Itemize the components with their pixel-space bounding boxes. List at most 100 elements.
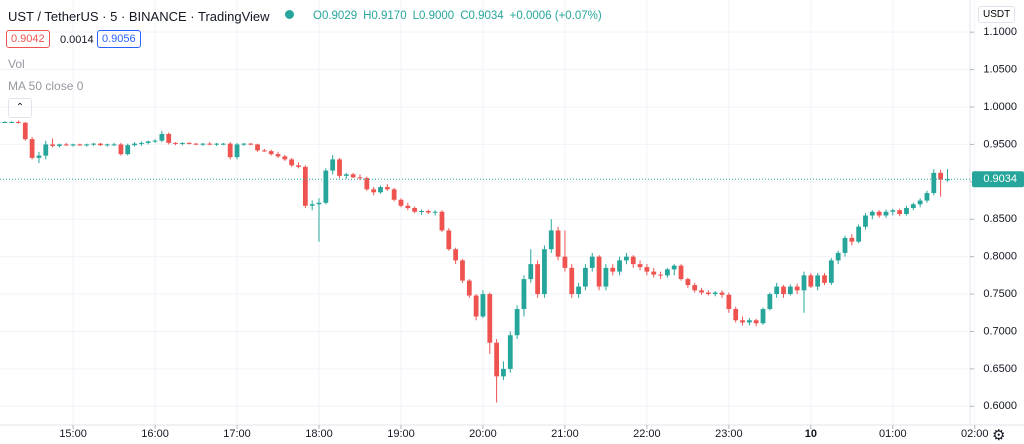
x-tick-label: 21:00 <box>551 428 579 440</box>
candle-body <box>712 292 718 295</box>
candle-body <box>405 205 411 209</box>
candle-body <box>589 256 595 268</box>
candle-body <box>384 187 390 190</box>
legend-value: O0.9029 <box>313 10 358 22</box>
candle-body <box>166 133 172 143</box>
y-tick-label: 0.8000 <box>983 251 1017 263</box>
candle-body <box>179 142 185 144</box>
candle-body <box>200 143 206 145</box>
ohlc-legend: O0.9029 H0.9170 L0.9000 C0.9034 +0.0006 (+0.… <box>313 10 608 22</box>
candle-body <box>173 142 178 144</box>
y-tick-label: 0.7000 <box>983 325 1017 337</box>
candle-body <box>309 204 315 206</box>
candle-body <box>685 279 691 286</box>
indicator-vol[interactable]: Vol <box>8 57 25 71</box>
legend-value: C0.9034 <box>460 10 504 22</box>
legend-value: +0.0006 (+0.07%) <box>509 10 602 22</box>
candle-body <box>842 237 848 253</box>
candle-body <box>507 335 513 369</box>
candle-body <box>207 143 213 145</box>
candle-body <box>548 230 554 250</box>
candle-body <box>446 230 452 250</box>
candle-body <box>671 265 677 270</box>
x-tick-label: 15:00 <box>59 428 87 440</box>
candle-body <box>268 151 274 155</box>
candle-body <box>781 286 786 295</box>
candle-body <box>904 208 909 214</box>
candle-body <box>699 290 704 293</box>
candle-body <box>576 286 581 295</box>
candle-body <box>794 286 800 291</box>
candle-body <box>883 211 889 216</box>
candle-body <box>159 133 165 141</box>
candle-body <box>364 178 370 190</box>
candle-body <box>535 264 540 295</box>
ask-button[interactable]: 0.9056 <box>97 30 141 48</box>
candle-body <box>651 271 657 275</box>
candle-body <box>214 143 219 145</box>
candle-body <box>378 187 383 193</box>
candle-body <box>910 204 916 209</box>
candle-body <box>343 174 349 176</box>
x-tick-label: 02:00 <box>961 428 989 440</box>
candle-body <box>50 144 55 146</box>
settings-icon[interactable]: ⚙ <box>992 427 1006 444</box>
currency-button[interactable]: USDT <box>978 6 1016 23</box>
candle-body <box>453 249 459 261</box>
candle-body <box>241 143 247 145</box>
candle-body <box>760 309 766 324</box>
candle-body <box>835 252 841 261</box>
candle-body <box>528 264 534 280</box>
candle-body <box>624 256 629 261</box>
x-tick-label: 22:00 <box>633 428 661 440</box>
x-tick-label: 19:00 <box>387 428 415 440</box>
candle-body <box>678 265 684 280</box>
candle-body <box>890 210 896 212</box>
candle-body <box>869 211 875 216</box>
current-price-label: 0.9034 <box>983 173 1017 185</box>
candle-body <box>70 144 76 146</box>
bid-button[interactable]: 0.9042 <box>6 30 50 48</box>
candle-body <box>753 320 759 324</box>
candle-body <box>9 121 15 123</box>
candle-body <box>432 211 438 213</box>
candle-body <box>514 309 520 336</box>
spread: 0.0014 <box>60 34 94 46</box>
candle-body <box>84 144 90 146</box>
candle-body <box>22 122 28 140</box>
indicator-ma[interactable]: MA 50 close 0 <box>8 79 84 93</box>
candle-body <box>801 275 807 291</box>
x-tick-label: 10 <box>805 428 817 440</box>
candle-body <box>603 267 609 287</box>
candle-body <box>726 294 732 310</box>
candle-body <box>316 202 322 205</box>
candle-body <box>350 174 356 178</box>
candle-body <box>487 294 493 343</box>
candle-body <box>36 155 42 158</box>
candle-body <box>521 279 527 310</box>
candle-body <box>596 256 602 287</box>
y-tick-label: 0.7500 <box>983 288 1017 300</box>
candle-body <box>630 256 636 265</box>
grid <box>0 0 976 425</box>
collapse-button[interactable]: ⌃ <box>8 98 32 118</box>
candle-body <box>220 143 226 145</box>
candle-body <box>644 267 650 272</box>
symbol-title: UST / TetherUS · 5 · BINANCE · TradingVi… <box>8 9 270 24</box>
candle-body <box>227 143 233 158</box>
candle-body <box>480 294 486 317</box>
candle-body <box>924 193 930 201</box>
candle-body <box>719 292 725 295</box>
candle-body <box>425 211 431 213</box>
legend-value: L0.9000 <box>412 10 455 22</box>
candle-body <box>391 189 397 200</box>
candle-body <box>357 177 363 179</box>
y-tick-label: 0.9500 <box>983 138 1017 150</box>
candle-body <box>815 275 821 287</box>
candle-body <box>876 211 882 216</box>
candle-body <box>494 342 500 377</box>
candle-body <box>152 140 158 142</box>
candle-body <box>282 156 288 160</box>
candle-body <box>664 269 670 276</box>
